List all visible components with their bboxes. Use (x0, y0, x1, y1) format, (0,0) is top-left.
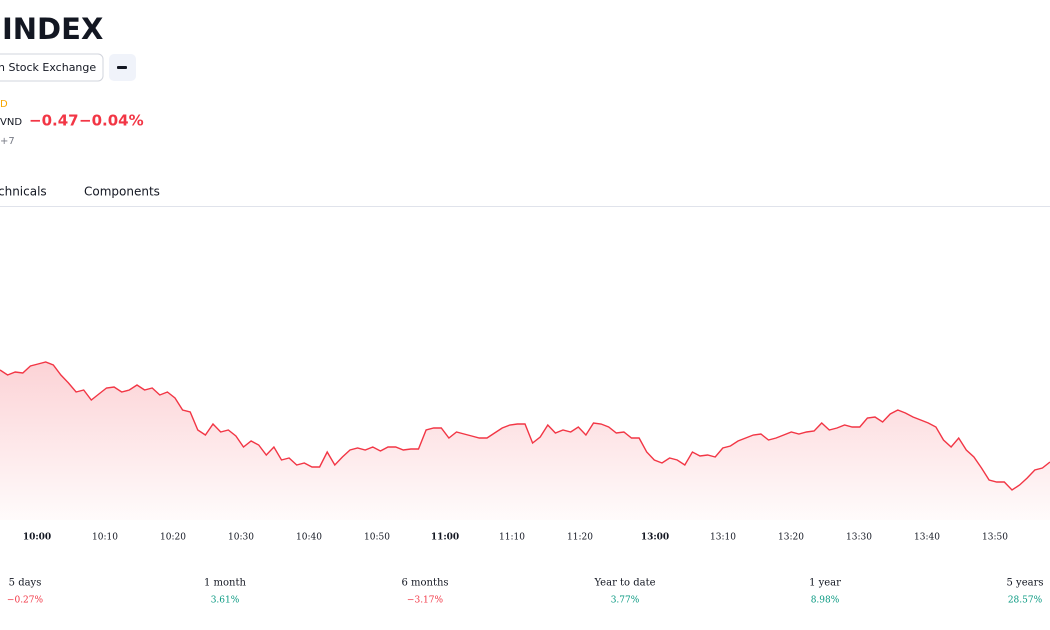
chart: 10:00 10:10 10:20 10:30 10:40 10:50 11:00 11:10… (0, 361, 1050, 543)
period-change: −0.27% (7, 596, 44, 606)
x-tick-label: 13:40 (914, 533, 940, 543)
x-tick-label: 13:30 (846, 533, 872, 543)
x-tick-label: 10:00 (23, 533, 51, 543)
period-change: 3.61% (211, 596, 240, 606)
tab[interactable]: chnicals (0, 185, 47, 199)
period-name: Year to date (593, 578, 655, 589)
exchange-label: h Stock Exchange (0, 61, 96, 74)
currency: VND (0, 117, 22, 128)
tab[interactable]: Components (84, 185, 160, 199)
period-name: 6 months (401, 578, 448, 589)
area-fill (0, 362, 1050, 520)
price-line (0, 361, 1050, 491)
period-change: 3.77% (611, 596, 640, 606)
x-tick-label: 11:20 (567, 533, 593, 543)
x-tick-label: 10:50 (364, 533, 390, 543)
minus-icon (117, 66, 127, 69)
change: −0.47 (29, 112, 79, 130)
symbol-title: INDEX (2, 12, 103, 46)
period-change: 28.57% (1008, 596, 1043, 606)
x-tick-label: 11:00 (431, 533, 459, 543)
period-name: 5 years (1007, 578, 1044, 589)
x-tick-label: 13:00 (641, 533, 669, 543)
currency-fragment: D (0, 99, 8, 110)
period-change: −3.17% (407, 596, 444, 606)
period-name: 1 month (204, 578, 247, 589)
x-tick-label: 10:10 (92, 533, 118, 543)
x-tick-label: 13:20 (778, 533, 804, 543)
period-change: 8.98% (811, 596, 840, 606)
timezone: +7 (0, 136, 15, 147)
x-tick-label: 10:20 (160, 533, 186, 543)
x-tick-label: 13:50 (982, 533, 1008, 543)
period-name: 1 year (809, 578, 841, 589)
x-tick-label: 10:40 (296, 533, 322, 543)
x-tick-label: 10:30 (228, 533, 254, 543)
x-tick-label: 11:10 (499, 533, 525, 543)
x-tick-label: 13:10 (710, 533, 736, 543)
change-percent: −0.04% (79, 112, 144, 130)
periods: 5 days −0.27% 1 month 3.61% 6 months −3.17% Ye… (7, 578, 1044, 606)
period-name: 5 days (9, 578, 42, 589)
exchange-button[interactable] (0, 53, 104, 82)
